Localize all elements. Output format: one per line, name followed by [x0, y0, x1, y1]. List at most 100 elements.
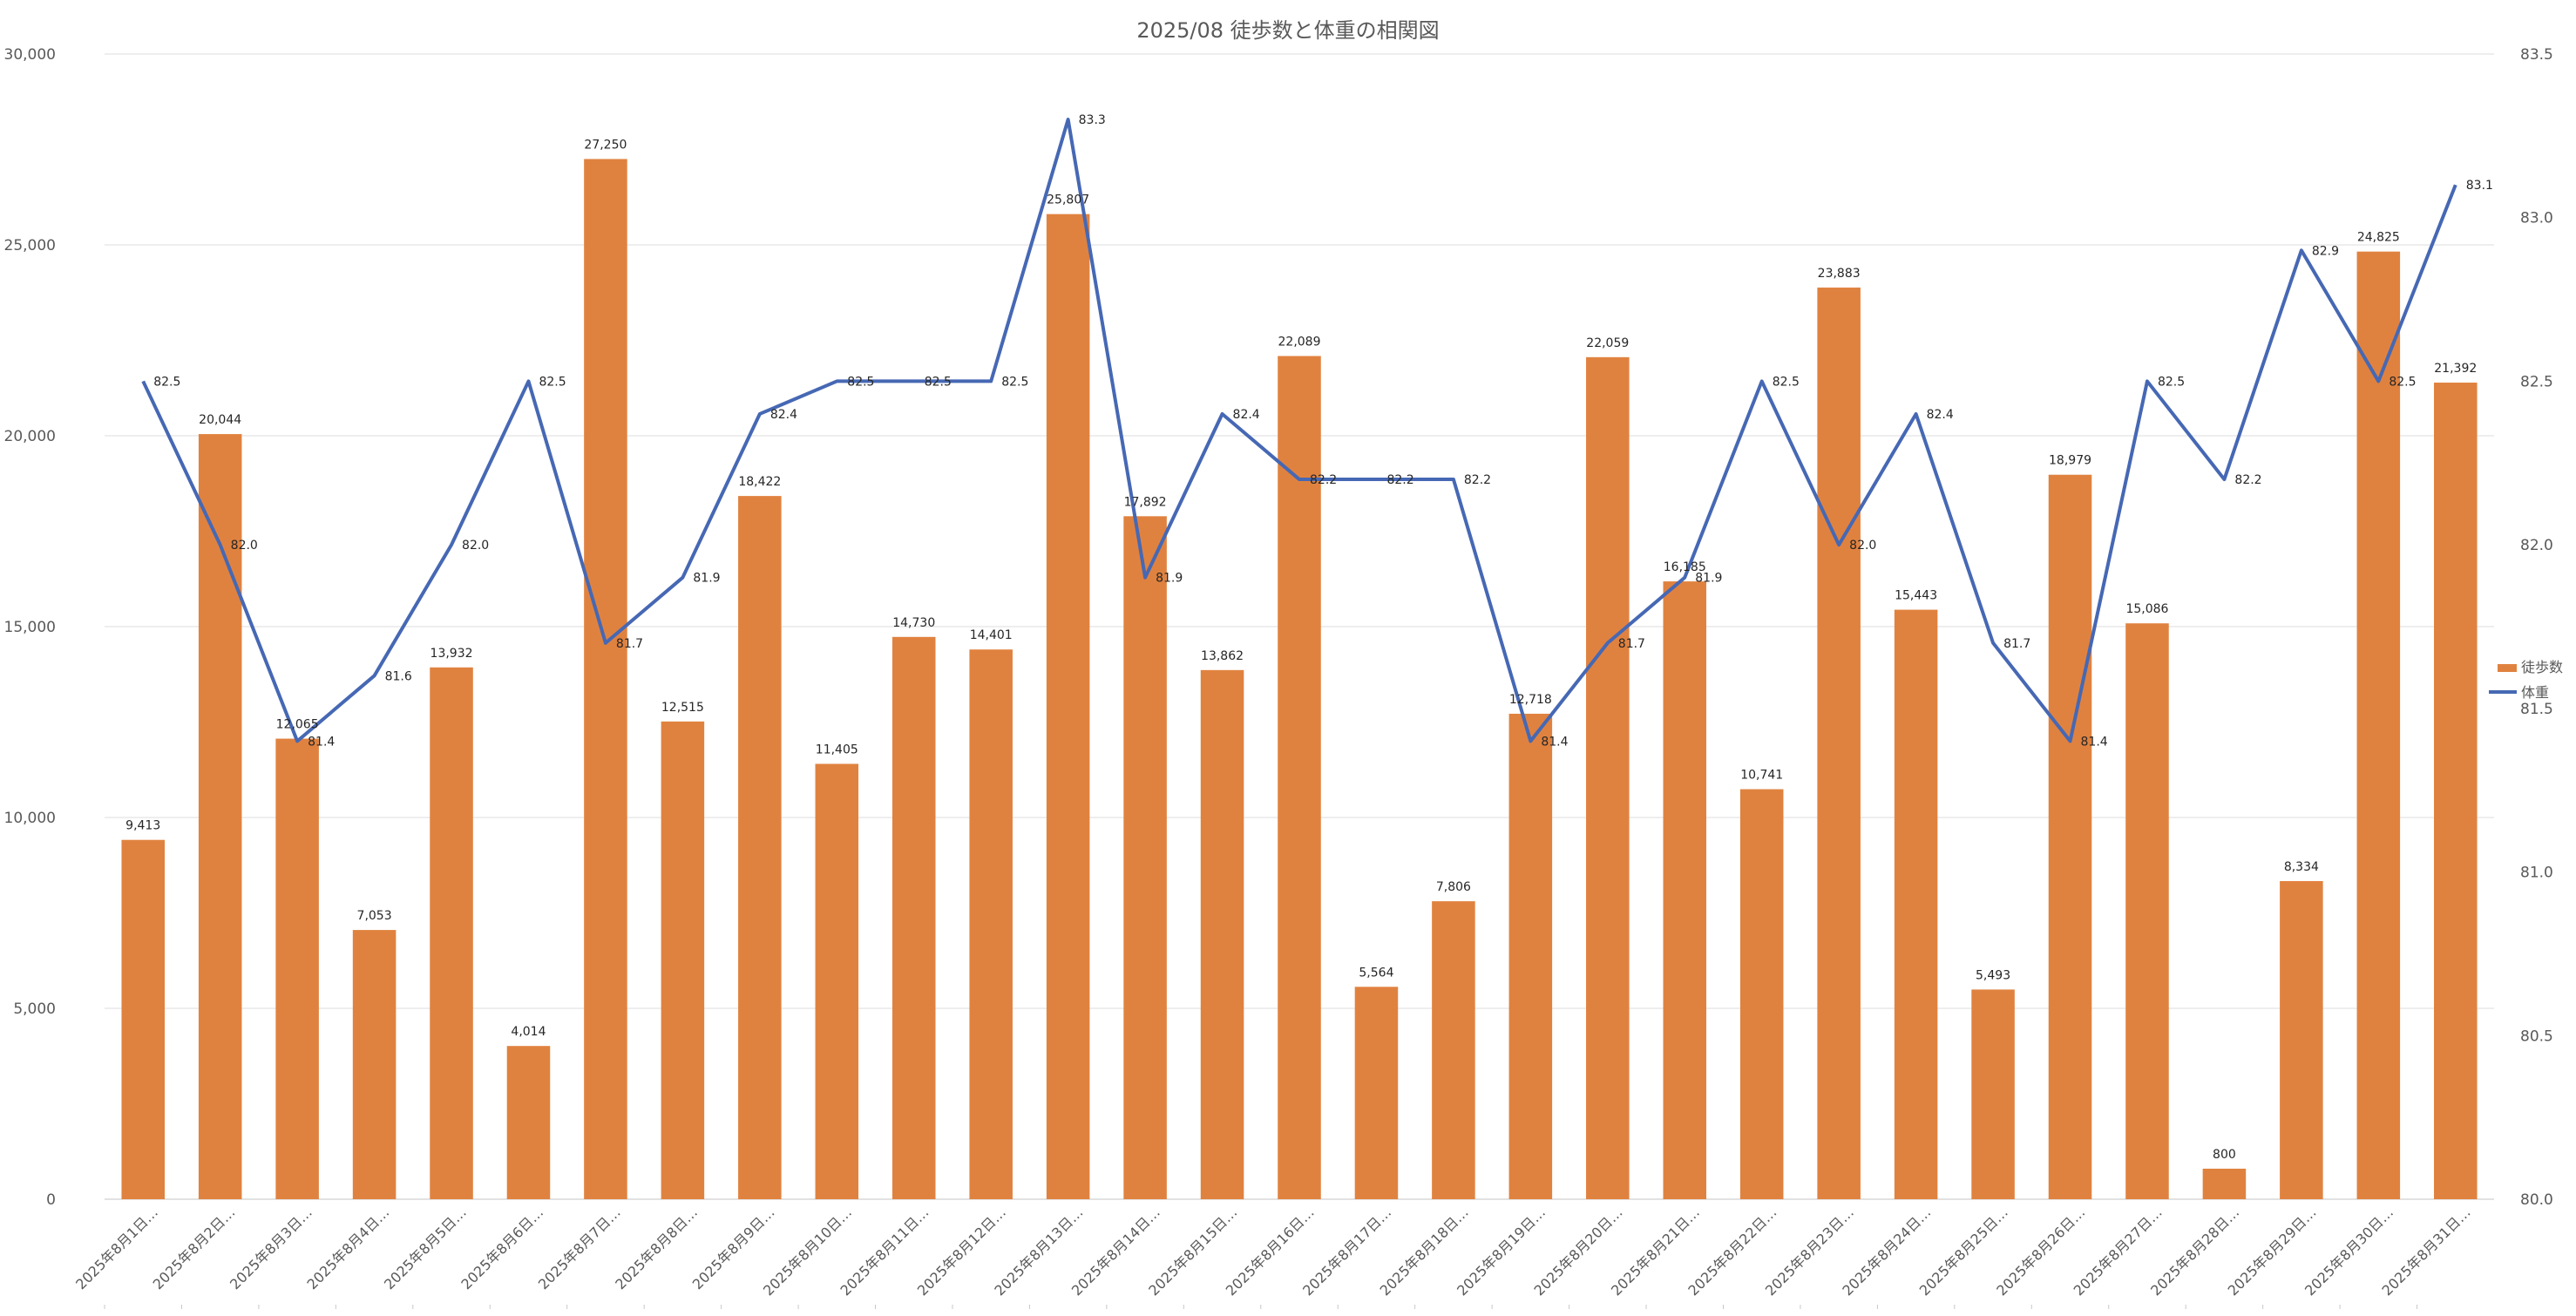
line-data-label: 82.0: [462, 539, 489, 553]
bar: [1432, 901, 1475, 1199]
line-data-label: 82.2: [1464, 473, 1491, 487]
bar: [430, 667, 473, 1199]
line-data-label: 81.4: [1541, 735, 1568, 749]
bar: [2280, 880, 2323, 1199]
line-data-label: 82.5: [847, 375, 874, 389]
bar-data-label: 4,014: [511, 1025, 546, 1039]
right-axis-tick-label: 80.5: [2520, 1028, 2553, 1045]
line-data-label: 81.4: [308, 735, 335, 749]
legend: 徒歩数 体重: [2489, 659, 2563, 701]
line-data-label: 83.1: [2466, 179, 2493, 193]
bar-data-label: 12,515: [661, 701, 704, 715]
bar: [352, 930, 397, 1199]
bar-data-label: 16,185: [1664, 560, 1706, 574]
bar-data-label: 13,862: [1201, 649, 1244, 663]
left-axis-tick-label: 0: [46, 1191, 56, 1209]
legend-label-weight: 体重: [2521, 684, 2549, 701]
line-data-label: 81.7: [1618, 637, 1645, 651]
line-data-label: 81.4: [2081, 735, 2108, 749]
x-axis-tick-label: 2025年8月9日…: [689, 1204, 778, 1292]
x-axis-tick-label: 2025年8月6日…: [458, 1204, 546, 1292]
right-axis-tick-label: 81.0: [2520, 865, 2553, 882]
bar-data-label: 24,825: [2357, 231, 2400, 245]
right-axis-ticks: 80.0 80.5 81.0 81.5 82.0 82.5 83.0 83.5: [2520, 46, 2553, 1209]
bar-data-label: 12,718: [1509, 693, 1552, 707]
line-data-label: 82.0: [1849, 539, 1876, 553]
bar-data-label: 9,413: [125, 819, 160, 833]
bar: [1354, 987, 1399, 1199]
bar-data-label: 5,564: [1359, 966, 1393, 980]
left-axis-tick-label: 25,000: [4, 237, 56, 254]
bar: [1739, 789, 1784, 1199]
line-data-label: 83.3: [1079, 113, 1106, 127]
bar-data-label: 11,405: [816, 743, 858, 756]
right-axis-tick-label: 82.5: [2520, 373, 2553, 390]
x-axis-tick-label: 2025年8月7日…: [535, 1204, 624, 1292]
line-data-label: 82.2: [1386, 473, 1413, 487]
bar-data-label: 8,334: [2284, 860, 2319, 874]
bar-data-label: 17,892: [1124, 495, 1167, 509]
bar-data-labels: 9,413 20,044 12,065 7,053 13,932 4,014 27,250 1…: [125, 138, 2477, 1162]
line-data-label: 82.5: [153, 375, 180, 389]
line-data-labels: 82.5 82.0 81.4 81.6 82.0 82.5 81.7 81.9 82.4 82.5…: [153, 113, 2493, 749]
left-axis-tick-label: 15,000: [4, 619, 56, 636]
bar-data-label: 10,741: [1740, 769, 1783, 783]
bar-series-steps: [121, 159, 2478, 1200]
bar-data-label: 18,979: [2049, 454, 2091, 468]
line-data-label: 81.7: [2003, 637, 2030, 651]
left-axis-tick-label: 5,000: [13, 1001, 56, 1018]
right-axis-tick-label: 82.0: [2520, 537, 2553, 554]
bar-data-label: 18,422: [738, 475, 781, 489]
bar: [661, 721, 705, 1199]
x-axis-tick-label: 2025年8月4日…: [304, 1204, 393, 1292]
bar: [1200, 669, 1244, 1199]
bar-data-label: 27,250: [584, 138, 627, 152]
bar: [1046, 214, 1090, 1199]
bar: [2048, 474, 2092, 1199]
line-data-label: 82.5: [1773, 375, 1800, 389]
bar-data-label: 7,806: [1436, 880, 1471, 894]
bar-data-label: 13,932: [430, 647, 473, 661]
line-data-label: 82.5: [925, 375, 952, 389]
bar-data-label: 21,392: [2434, 362, 2477, 376]
right-axis-tick-label: 83.0: [2520, 210, 2553, 227]
left-axis-tick-label: 10,000: [4, 810, 56, 827]
weight-line: [141, 118, 2457, 743]
right-axis-tick-label: 83.5: [2520, 46, 2553, 64]
bar: [1586, 356, 1630, 1199]
bar: [891, 636, 936, 1199]
bar-data-label: 15,086: [2125, 602, 2168, 616]
bar: [1894, 609, 1938, 1199]
line-data-label: 82.5: [2389, 375, 2416, 389]
line-data-label: 82.4: [1233, 408, 1260, 422]
x-axis-tick-label: 2025年8月1日…: [72, 1204, 161, 1292]
legend-swatch-steps: [2498, 664, 2517, 672]
legend-label-steps: 徒歩数: [2521, 659, 2563, 675]
bar-data-label: 25,807: [1047, 193, 1089, 207]
bar: [1508, 713, 1553, 1199]
right-axis-tick-label: 81.5: [2520, 701, 2553, 718]
bar-data-label: 14,730: [892, 616, 935, 630]
line-data-label: 81.9: [1695, 572, 1722, 586]
line-data-label: 81.9: [693, 572, 720, 586]
line-data-label: 82.5: [1001, 375, 1028, 389]
bar: [1278, 356, 1321, 1199]
bar: [1971, 989, 2015, 1199]
bar-data-label: 800: [2213, 1148, 2236, 1162]
line-data-label: 82.0: [231, 539, 258, 553]
x-axis-tick-label: 2025年8月2日…: [150, 1204, 239, 1292]
bar: [738, 496, 782, 1199]
x-axis-tick-label: 2025年8月8日…: [612, 1204, 701, 1292]
line-data-label: 82.2: [2234, 473, 2261, 487]
line-data-label: 81.6: [385, 669, 412, 683]
bar-data-label: 7,053: [357, 909, 392, 923]
line-data-label: 81.9: [1156, 572, 1183, 586]
bar-data-label: 22,089: [1278, 336, 1321, 349]
bar: [121, 839, 165, 1199]
line-data-label: 81.7: [616, 637, 643, 651]
bar-data-label: 14,401: [970, 628, 1013, 642]
right-axis-tick-label: 80.0: [2520, 1191, 2553, 1209]
x-axis-ticks: 2025年8月1日…2025年8月2日…2025年8月3日…2025年8月4日……: [72, 1204, 2474, 1309]
